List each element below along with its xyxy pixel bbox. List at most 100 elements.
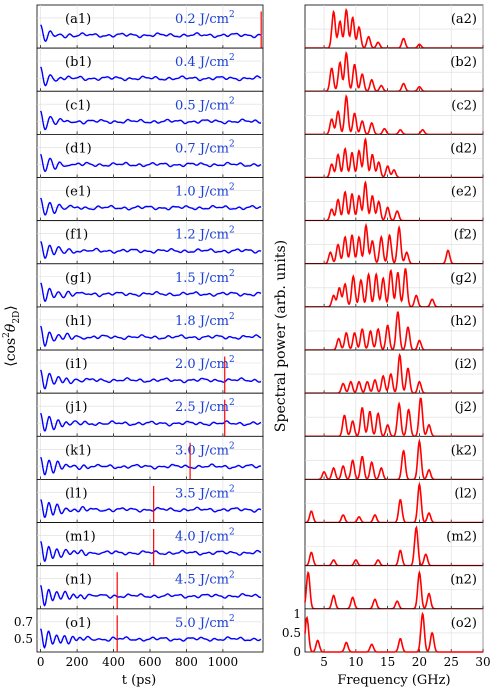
left-chart-column: (a1) 0.2 J/cm2(b1) 0.4 J/cm2(c1) 0.5 J/cm2(… [14,4,264,669]
fluence-label: 0.7 J/cm2 [175,139,235,156]
x-tick-label: 400 [102,655,125,669]
alignment-signal-line [39,541,262,562]
panel-label: (b2) [450,55,477,70]
panel-frame [304,220,484,265]
alignment-signal-line [39,66,262,87]
left-panel: (a1) 0.2 J/cm2 [36,4,264,59]
panel-label: (c1) [65,98,91,113]
fluence-label: 1.8 J/cm2 [175,312,235,329]
panel-label: (f1) [65,228,88,243]
y-tick-label: 0 [293,645,301,659]
panel-frame [304,392,484,437]
panel-label: (l1) [65,486,88,501]
panel-label: (d1) [65,141,92,156]
panel-label: (j1) [65,400,87,415]
panel-label: (f2) [454,228,477,243]
left-y-axis-label: ⟨cos2θ2D⟩ [2,305,22,367]
right-panel: (h2) [304,306,484,351]
right-panel: (d2) [304,133,484,179]
panel-label: (m2) [446,530,477,545]
y-tick-label: 1 [293,607,301,621]
right-panel: (j2) [304,392,484,438]
y-tick-label: 0.5 [282,626,301,640]
panel-frame [304,479,484,524]
x-tick-label: 200 [66,655,89,669]
alignment-signal-line [39,325,262,348]
panel-frame [304,263,484,308]
fluence-label: 3.0 J/cm2 [175,441,235,458]
left-panel: (h1) 1.8 J/cm2 [36,306,264,351]
right-y-axis-label: Spectral power (arb. units) [273,240,289,432]
panel-frame [304,608,484,653]
panel-label: (k1) [65,443,91,458]
panel-label: (d2) [450,141,477,156]
left-panel: (c1) 0.5 J/cm2 [36,90,264,135]
right-chart-column: (a2) (b2) (c2) (d2) (e2) (f2) (g2) (h2) (i2) (j2)… [282,4,491,669]
panel-label: (e2) [451,185,477,200]
panel-label: (h2) [450,314,477,329]
fluence-label: 5.0 J/cm2 [175,614,235,631]
right-panel: (f2) [304,220,484,265]
left-panel: (k1) 3.0 J/cm2 [36,435,264,545]
left-x-axis-label: t (ps) [122,673,157,688]
panel-label: (a2) [451,12,477,27]
left-panel: (i1) 2.0 J/cm2 [36,349,264,404]
left-panel: (n1) 4.5 J/cm2 [36,565,264,652]
alignment-signal-line [40,499,262,518]
x-tick-label: 1000 [208,655,239,669]
panel-label: (o2) [451,616,477,631]
fluence-label: 1.0 J/cm2 [175,183,235,200]
panel-label: (l2) [454,486,477,501]
panel-label: (j2) [455,400,477,415]
panel-label: (n1) [65,573,92,588]
panel-label: (g2) [450,271,477,286]
fluence-label: 2.5 J/cm2 [175,398,235,415]
x-tick-label: 5 [320,655,328,669]
alignment-signal-line [39,153,262,173]
panel-label: (m1) [65,530,96,545]
left-panel: (d1) 0.7 J/cm2 [36,133,264,178]
panel-label: (h1) [65,314,92,329]
x-tick-label: 15 [380,655,395,669]
right-panel: (l2) [304,479,484,524]
alignment-signal-line [39,456,262,476]
x-tick-label: 600 [139,655,162,669]
y-tick-label: 0.7 [14,615,33,629]
y-tick-label: 0.5 [14,632,33,646]
x-tick-label: 0 [37,655,45,669]
fluence-label: 0.2 J/cm2 [175,10,235,27]
left-panel: (g1) 1.5 J/cm2 [36,263,264,308]
alignment-signal-line [40,24,262,43]
panel-label: (b1) [65,55,92,70]
right-panel: (o2) [304,608,484,653]
right-panel: (b2) [304,47,484,93]
right-panel: (k2) [304,435,484,481]
alignment-signal-line [40,240,262,259]
alignment-signal-line [39,197,261,216]
panel-label: (n2) [450,573,477,588]
fluence-label: 4.0 J/cm2 [175,528,235,545]
panel-label: (i2) [454,357,477,372]
right-panel: (a2) [304,4,484,49]
right-panel: (i2) [304,349,484,394]
left-panel: (e1) 1.0 J/cm2 [36,177,264,222]
fluence-label: 0.4 J/cm2 [175,53,235,70]
alignment-signal-line [39,110,261,131]
left-panel: (f1) 1.2 J/cm2 [36,220,264,265]
right-panel: (m2) [304,522,484,567]
left-panel: (o1) 5.0 J/cm2 [36,608,264,653]
fluence-label: 1.5 J/cm2 [175,269,235,286]
x-tick-label: 800 [175,655,198,669]
fluence-label: 2.0 J/cm2 [175,355,235,372]
panel-label: (a1) [65,12,91,27]
x-tick-label: 10 [348,655,363,669]
fluence-label: 0.5 J/cm2 [175,96,235,113]
alignment-signal-line [40,282,262,303]
fluence-label: 4.5 J/cm2 [175,571,235,588]
alignment-signal-line [39,628,262,649]
panel-label: (c2) [451,98,477,113]
panel-label: (o1) [65,616,91,631]
panel-label: (e1) [65,185,91,200]
x-tick-label: 25 [444,655,459,669]
alignment-signal-line [39,585,262,607]
